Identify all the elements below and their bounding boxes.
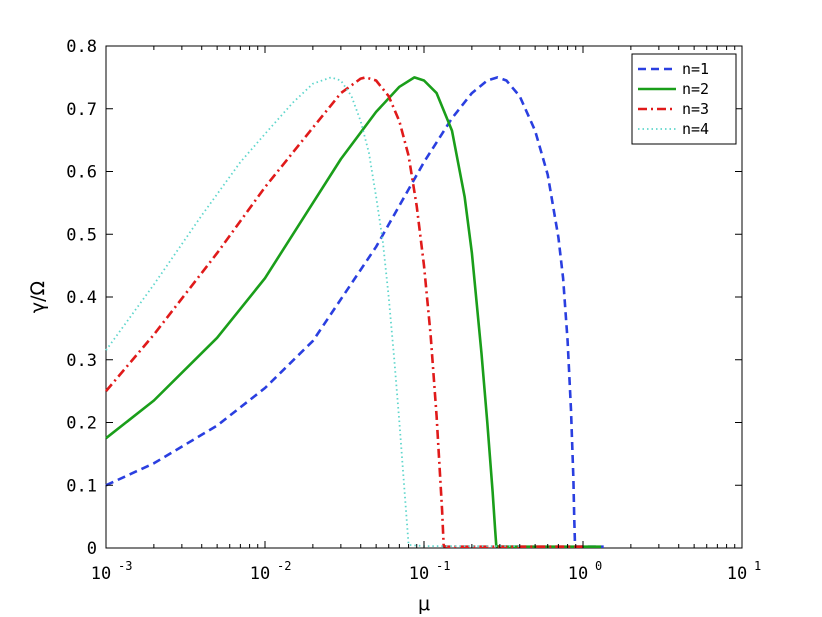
y-tick-label: 0.1 [66,476,97,496]
legend: n=1 n=2 n=3 n=4 [631,53,737,145]
series-layer [105,76,604,549]
y-tick-label: 0.6 [66,163,97,183]
ticks-layer: 10 -3 10 -2 10 -1 10 0 10 100.10.20.30.40.50.60.7… [66,37,761,584]
y-tick-label: 0.2 [66,414,97,434]
series-line-n=4 [105,76,520,547]
y-axis-label: γ/Ω [27,281,49,313]
x-tick-exponent: 0 [595,559,602,573]
x-tick-label: 10 [727,564,747,584]
x-tick-exponent: -2 [277,559,291,573]
legend-label: n=3 [682,100,709,118]
legend-box [631,53,737,145]
x-tick-exponent: 1 [754,559,761,573]
y-tick-label: 0.7 [66,100,97,120]
legend-label: n=2 [682,80,709,98]
x-tick-label: 10 [568,564,588,584]
legend-label: n=1 [682,60,709,78]
y-tick-label: 0 [87,539,97,559]
series-line-n=1 [105,76,604,549]
x-tick-exponent: -1 [436,559,450,573]
x-tick-label: 10 [250,564,270,584]
y-tick-label: 0.5 [66,225,97,245]
legend-label: n=4 [682,120,709,138]
x-tick-exponent: -3 [118,559,132,573]
x-axis-label: μ [418,593,430,615]
x-tick-label: 10 [91,564,111,584]
y-tick-label: 0.4 [66,288,97,308]
y-tick-label: 0.8 [66,37,97,57]
x-tick-label: 10 [409,564,429,584]
y-tick-label: 0.3 [66,351,97,371]
